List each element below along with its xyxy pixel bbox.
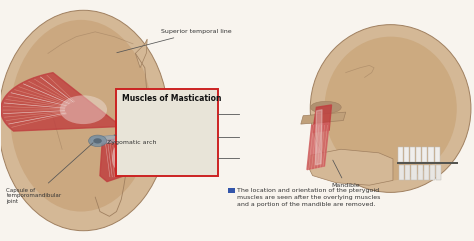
Bar: [117, 89, 218, 176]
Text: Mandible: Mandible: [331, 160, 360, 188]
Ellipse shape: [93, 138, 102, 143]
Ellipse shape: [310, 101, 341, 113]
Text: Capsule of
temporomandibular
joint: Capsule of temporomandibular joint: [6, 143, 93, 204]
Polygon shape: [301, 112, 346, 124]
Polygon shape: [307, 123, 329, 170]
Text: Superior temporal line: Superior temporal line: [117, 29, 232, 53]
Polygon shape: [100, 137, 134, 182]
Polygon shape: [316, 110, 322, 165]
Text: The location and orientation of the pterygoid
muscles are seen after the overlyi: The location and orientation of the pter…: [237, 187, 380, 207]
Bar: [399, 165, 404, 181]
Bar: [398, 147, 403, 162]
Bar: [428, 147, 434, 162]
Bar: [422, 147, 428, 162]
Ellipse shape: [89, 135, 107, 147]
Bar: [418, 165, 423, 181]
Polygon shape: [0, 73, 121, 131]
Ellipse shape: [0, 10, 168, 231]
Bar: [404, 147, 409, 162]
Bar: [411, 165, 417, 181]
Bar: [416, 147, 421, 162]
Ellipse shape: [112, 146, 124, 170]
Bar: [436, 165, 441, 181]
Ellipse shape: [324, 37, 457, 181]
Polygon shape: [313, 105, 331, 133]
Ellipse shape: [10, 20, 152, 212]
Polygon shape: [308, 149, 393, 185]
Ellipse shape: [124, 100, 150, 110]
Bar: [397, 162, 458, 164]
Bar: [410, 147, 415, 162]
Text: Muscles of Mastication: Muscles of Mastication: [122, 94, 222, 103]
Ellipse shape: [132, 102, 144, 107]
Bar: [424, 165, 429, 181]
Polygon shape: [136, 39, 147, 68]
Bar: [435, 147, 440, 162]
Bar: [405, 165, 410, 181]
Text: Zygomatic arch: Zygomatic arch: [107, 135, 156, 145]
Bar: [430, 165, 435, 181]
Ellipse shape: [310, 25, 471, 192]
Bar: [228, 187, 235, 193]
Ellipse shape: [60, 95, 107, 124]
Polygon shape: [91, 134, 134, 144]
